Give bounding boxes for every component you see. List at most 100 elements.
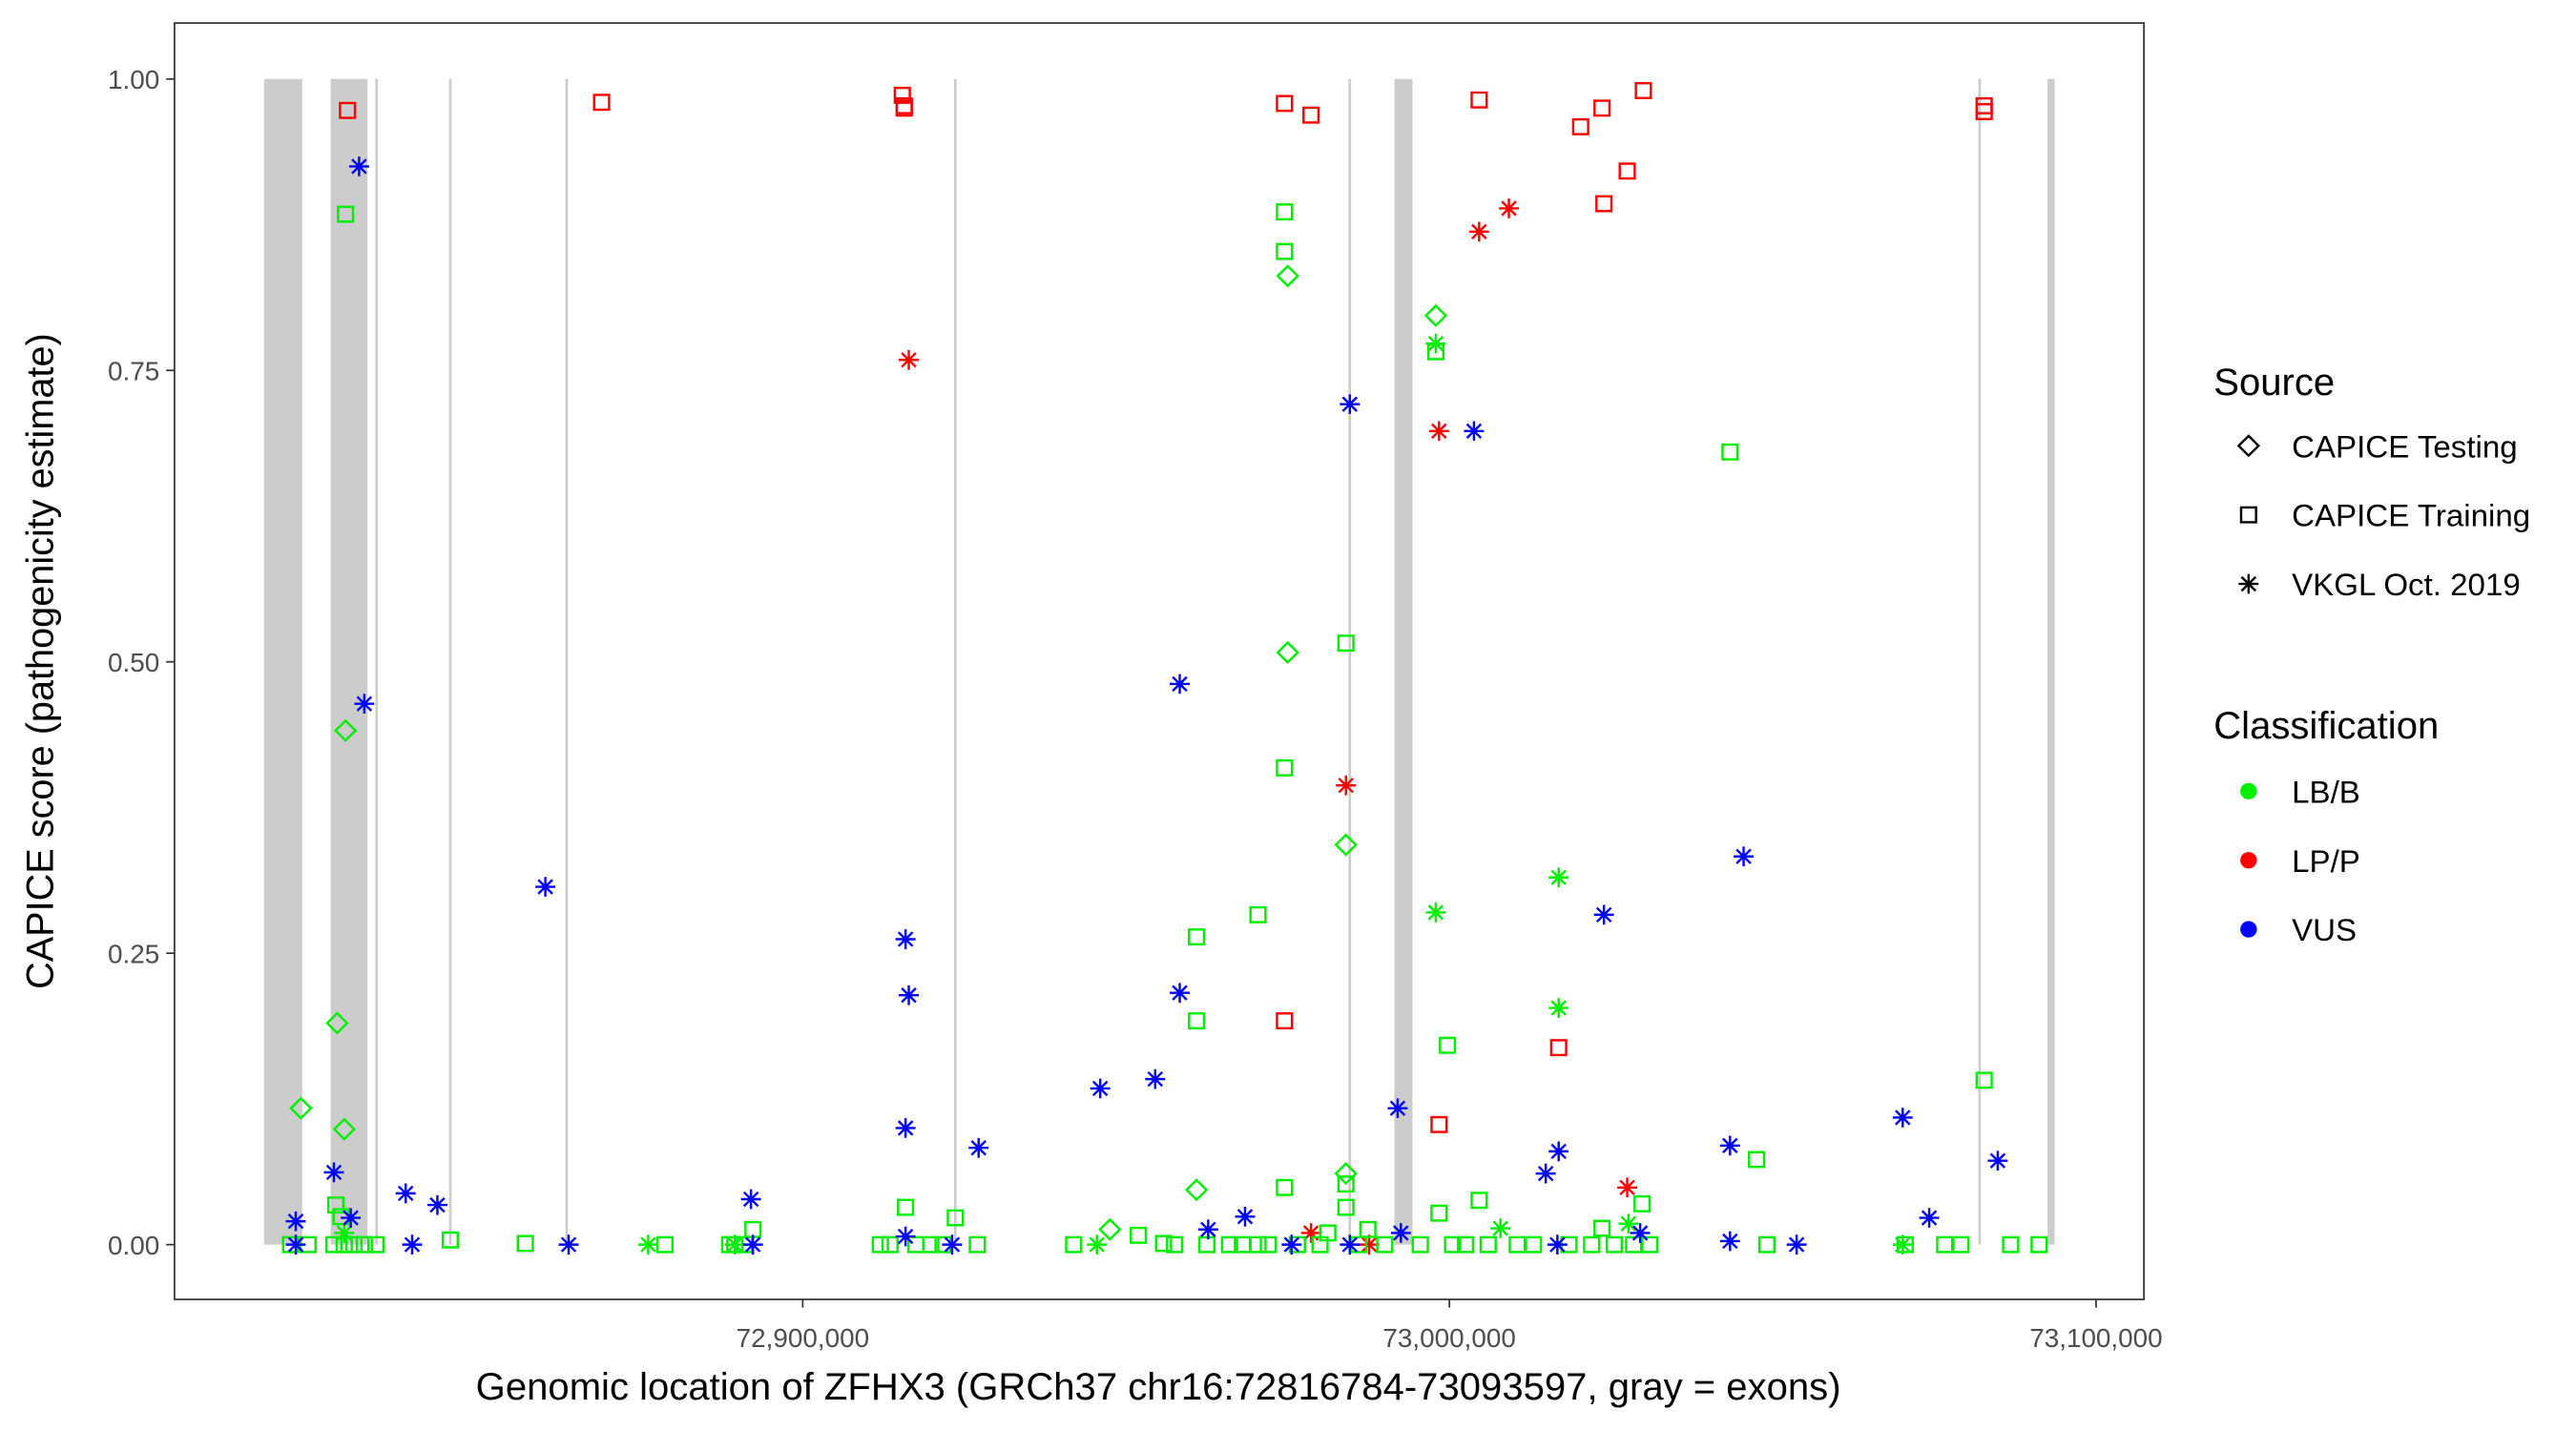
square-marker (339, 101, 357, 119)
asterisk-marker (899, 985, 919, 1006)
square-marker (1975, 103, 1993, 120)
square-marker (1444, 1235, 1462, 1254)
square-marker (922, 1235, 940, 1254)
square-marker (1276, 242, 1294, 260)
asterisk-marker (1197, 1219, 1218, 1240)
square-marker (1337, 1175, 1355, 1193)
asterisk-marker (1892, 1108, 1913, 1128)
square-marker (1549, 1039, 1568, 1057)
square-marker (355, 1235, 373, 1254)
square-marker (1188, 1012, 1206, 1030)
asterisk-marker (1336, 775, 1357, 796)
square-marker (1525, 1235, 1543, 1254)
square-marker (1376, 1235, 1394, 1254)
exon-band (448, 78, 452, 1245)
diamond-marker (334, 718, 358, 742)
square-marker (1337, 634, 1355, 653)
diamond-marker (289, 1096, 313, 1120)
square-marker (1276, 94, 1294, 113)
exon-band (1978, 78, 1982, 1245)
x-tick-label: 72,900,000 (737, 1323, 869, 1353)
asterisk-marker (1468, 221, 1489, 242)
asterisk-marker (895, 1226, 916, 1247)
exon-band (953, 78, 957, 1245)
diamond-marker (1334, 1162, 1358, 1186)
square-marker (1359, 1220, 1377, 1238)
square-marker (1583, 1235, 1601, 1254)
square-marker (2002, 1235, 2020, 1254)
x-tick-label: 73,000,000 (1382, 1323, 1515, 1353)
asterisk-marker (334, 1223, 355, 1243)
square-marker (1457, 1235, 1475, 1254)
diamond-marker (1276, 264, 1299, 288)
asterisk-marker (1617, 1177, 1637, 1198)
asterisk-marker (1630, 1223, 1651, 1243)
square-marker (1065, 1235, 1083, 1254)
square-marker (1571, 117, 1589, 135)
asterisk-marker (637, 1234, 658, 1255)
square-marker (516, 1234, 534, 1253)
legend-dot-icon (2240, 782, 2257, 799)
square-marker (1430, 1204, 1448, 1222)
asterisk-marker (1170, 674, 1190, 695)
square-marker (1595, 195, 1613, 213)
y-tick-label: 0.00 (108, 1231, 159, 1260)
exon-band (375, 78, 379, 1245)
square-marker (1721, 443, 1739, 461)
square-marker (324, 1235, 343, 1254)
square-marker (1439, 1036, 1457, 1054)
asterisk-marker (1387, 1098, 1408, 1119)
asterisk-marker (1145, 1068, 1166, 1089)
legend-source-item: CAPICE Training (2292, 498, 2530, 533)
diamond-marker (2236, 434, 2261, 458)
square-marker (1625, 1235, 1643, 1254)
legend: Source CAPICE Testing CAPICE Training VKGL… (2213, 362, 2530, 947)
y-tick-label: 0.75 (108, 357, 159, 386)
square-marker (1748, 1151, 1766, 1169)
asterisk-marker (1892, 1234, 1913, 1255)
exon-band (2047, 78, 2055, 1245)
asterisk-marker (323, 1162, 344, 1183)
asterisk-marker (740, 1189, 761, 1210)
legend-source-item: CAPICE Testing (2292, 428, 2518, 464)
exon-band (1394, 78, 1413, 1245)
asterisk-marker (395, 1183, 416, 1204)
square-marker (1276, 758, 1294, 777)
asterisk-marker (1428, 421, 1449, 442)
square-marker (1249, 905, 1267, 923)
asterisk-marker (1300, 1223, 1321, 1243)
square-marker (1259, 1235, 1278, 1254)
square-marker (968, 1235, 987, 1254)
asterisk-marker (1547, 1234, 1568, 1255)
square-marker (1952, 1235, 1970, 1254)
asterisk-marker (558, 1234, 579, 1255)
square-marker (1411, 1235, 1429, 1254)
exon-band (1348, 78, 1352, 1245)
asterisk-marker (968, 1137, 989, 1158)
asterisk-marker (1090, 1078, 1111, 1099)
square-marker (441, 1231, 460, 1249)
asterisk-marker (1548, 998, 1569, 1018)
asterisk-marker (1390, 1223, 1411, 1243)
square-marker (871, 1235, 889, 1254)
square-marker (1188, 928, 1206, 946)
square-marker (1618, 162, 1636, 180)
square-marker (1633, 1194, 1652, 1213)
asterisk-marker (1734, 846, 1755, 867)
asterisk-marker (1719, 1231, 1740, 1252)
exon-band (565, 78, 569, 1245)
asterisk-marker (341, 1208, 362, 1228)
square-marker (1276, 203, 1294, 221)
asterisk-marker (1499, 198, 1519, 218)
asterisk-marker (285, 1211, 306, 1232)
legend-source-item: VKGL Oct. 2019 (2292, 567, 2521, 602)
asterisk-marker (1425, 902, 1446, 923)
asterisk-marker (1359, 1234, 1380, 1255)
asterisk-marker (899, 349, 919, 370)
asterisk-marker (1340, 1234, 1361, 1255)
asterisk-marker (1593, 904, 1614, 925)
square-marker (946, 1209, 965, 1227)
asterisk-marker (426, 1194, 447, 1215)
square-marker (893, 86, 911, 104)
data-points (281, 82, 2048, 1255)
